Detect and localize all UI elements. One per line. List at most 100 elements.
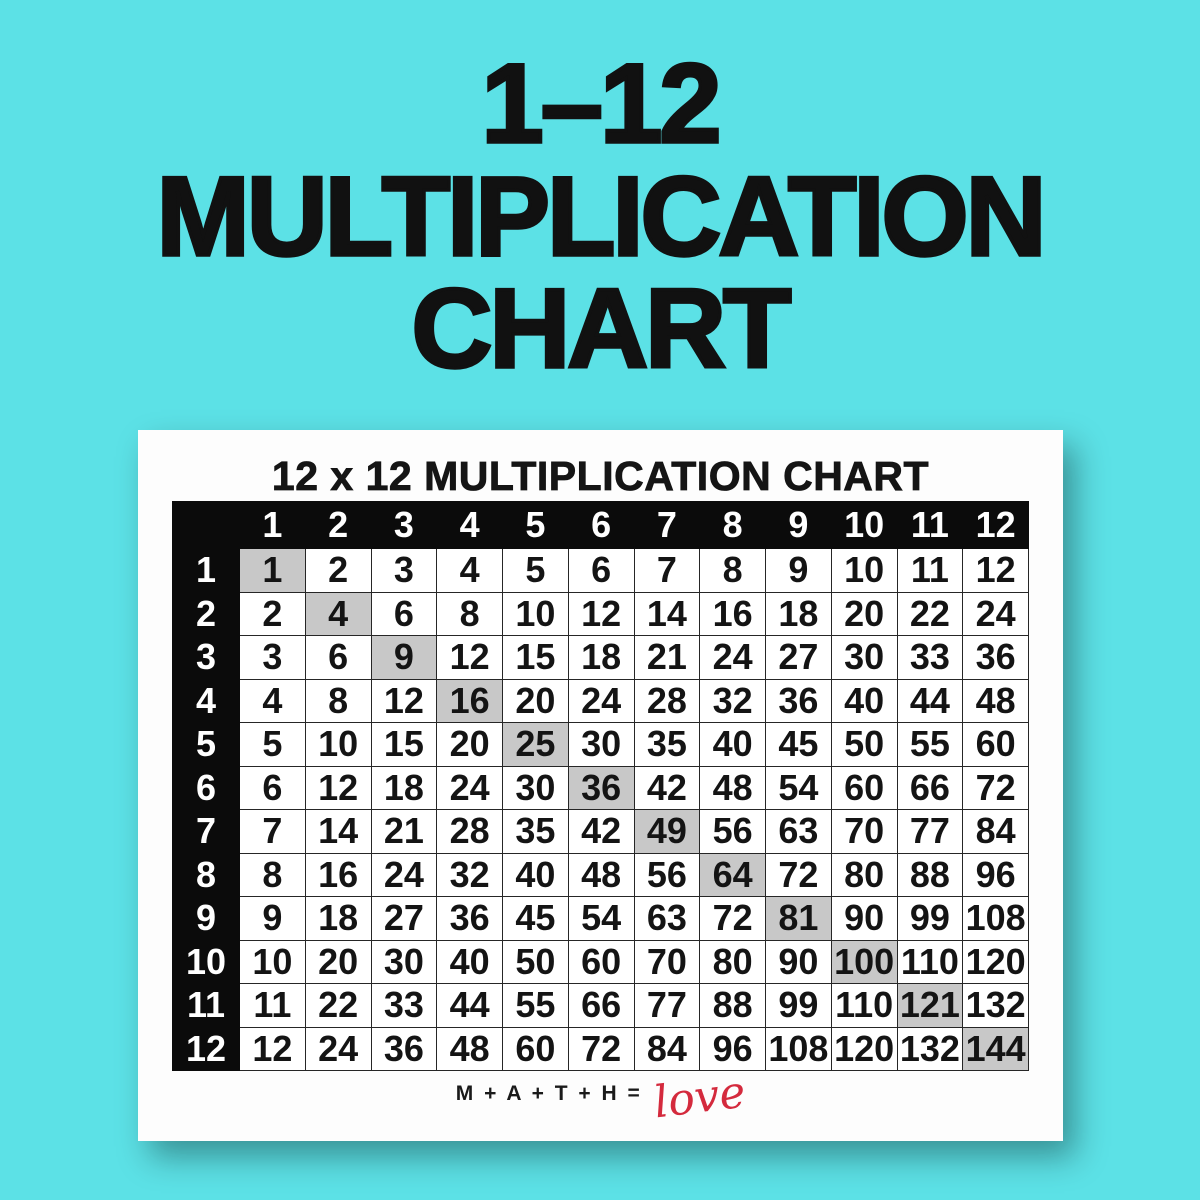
table-cell: 66 bbox=[567, 983, 635, 1028]
table-cell: 80 bbox=[699, 939, 766, 985]
table-cell: 10 bbox=[830, 548, 898, 593]
table-cell: 2 bbox=[239, 591, 306, 637]
table-row: 12 12 24 36 48 60 72 84 96 108 120 132 144 bbox=[172, 1026, 1029, 1072]
footer-text: M + A + T + H = bbox=[455, 1082, 643, 1105]
table-cell: 4 bbox=[436, 548, 503, 593]
table-cell: 110 bbox=[896, 939, 964, 985]
poster-title: 1–12 MULTIPLICATION CHART bbox=[0, 46, 1200, 387]
table-cell: 44 bbox=[436, 983, 503, 1028]
table-cell: 36 bbox=[370, 1026, 438, 1072]
column-header-cell: 9 bbox=[765, 501, 832, 550]
table-cell: 20 bbox=[502, 678, 569, 724]
table-cell: 1 bbox=[239, 548, 306, 593]
table-cell: 18 bbox=[567, 635, 635, 680]
table-row: 4 4 8 12 16 20 24 28 32 36 40 44 48 bbox=[172, 678, 1029, 724]
table-cell: 6 bbox=[304, 635, 372, 680]
table-cell: 27 bbox=[765, 635, 832, 680]
table-cell: 3 bbox=[239, 635, 306, 680]
table-cell: 40 bbox=[830, 678, 898, 724]
table-cell: 54 bbox=[765, 765, 832, 811]
table-cell: 90 bbox=[830, 896, 898, 941]
table-cell: 54 bbox=[567, 896, 635, 941]
table-cell: 33 bbox=[896, 635, 964, 680]
table-cell: 14 bbox=[304, 809, 372, 854]
table-cell: 7 bbox=[633, 548, 701, 593]
table-cell: 24 bbox=[436, 765, 503, 811]
table-cell: 72 bbox=[699, 896, 766, 941]
table-row: 2 2 4 6 8 10 12 14 16 18 20 22 24 bbox=[172, 591, 1029, 637]
column-header-cell: 7 bbox=[633, 501, 701, 550]
row-header-cell: 9 bbox=[172, 896, 240, 941]
table-cell: 48 bbox=[567, 852, 635, 898]
table-cell: 12 bbox=[436, 635, 503, 680]
table-cell: 88 bbox=[699, 983, 766, 1028]
row-header-cell: 2 bbox=[172, 591, 240, 637]
table-cell: 8 bbox=[239, 852, 306, 898]
column-header-cell: 10 bbox=[830, 501, 898, 550]
table-cell: 24 bbox=[699, 635, 766, 680]
table-row: 10 10 20 30 40 50 60 70 80 90 100 110 120 bbox=[172, 939, 1029, 985]
table-cell: 30 bbox=[830, 635, 898, 680]
table-cell: 6 bbox=[567, 548, 635, 593]
table-cell: 24 bbox=[370, 852, 438, 898]
table-cell: 90 bbox=[765, 939, 832, 985]
table-cell: 5 bbox=[239, 722, 306, 767]
table-cell: 55 bbox=[896, 722, 964, 767]
table-cell: 40 bbox=[502, 852, 569, 898]
column-header-cell: 4 bbox=[436, 501, 503, 550]
table-cell: 60 bbox=[502, 1026, 569, 1072]
table-cell: 56 bbox=[699, 809, 766, 854]
table-cell: 72 bbox=[962, 765, 1029, 811]
table-cell: 18 bbox=[370, 765, 438, 811]
table-cell: 9 bbox=[239, 896, 306, 941]
column-header-cell: 1 bbox=[239, 501, 306, 550]
column-header-cell: 2 bbox=[304, 501, 372, 550]
table-cell: 22 bbox=[896, 591, 964, 637]
table-cell: 120 bbox=[830, 1026, 898, 1072]
table-cell: 11 bbox=[896, 548, 964, 593]
table-row: 9 9 18 27 36 45 54 63 72 81 90 99 108 bbox=[172, 896, 1029, 941]
table-cell: 108 bbox=[765, 1026, 832, 1072]
table-cell: 16 bbox=[699, 591, 766, 637]
table-cell: 81 bbox=[765, 896, 832, 941]
table-cell: 11 bbox=[239, 983, 306, 1028]
table-cell: 36 bbox=[567, 765, 635, 811]
table-cell: 21 bbox=[633, 635, 701, 680]
table-cell: 16 bbox=[304, 852, 372, 898]
table-row: 5 5 10 15 20 25 30 35 40 45 50 55 60 bbox=[172, 722, 1029, 767]
table-cell: 50 bbox=[502, 939, 569, 985]
table-cell: 22 bbox=[304, 983, 372, 1028]
row-header-cell: 5 bbox=[172, 722, 240, 767]
table-title: 12 x 12 MULTIPLICATION CHART bbox=[271, 453, 930, 499]
table-cell: 99 bbox=[896, 896, 964, 941]
table-cell: 8 bbox=[304, 678, 372, 724]
table-cell: 32 bbox=[699, 678, 766, 724]
table-cell: 24 bbox=[962, 591, 1029, 637]
table-cell: 77 bbox=[896, 809, 964, 854]
table-cell: 49 bbox=[633, 809, 701, 854]
table-cell: 15 bbox=[370, 722, 438, 767]
corner-cell bbox=[172, 501, 240, 550]
poster-title-line2: MULTIPLICATION bbox=[155, 153, 1049, 279]
table-cell: 35 bbox=[633, 722, 701, 767]
table-cell: 40 bbox=[699, 722, 766, 767]
table-cell: 63 bbox=[765, 809, 832, 854]
table-cell: 35 bbox=[502, 809, 569, 854]
table-cell: 66 bbox=[896, 765, 964, 811]
table-cell: 28 bbox=[436, 809, 503, 854]
table-header-row: 1 2 3 4 5 6 7 8 9 10 11 12 bbox=[172, 501, 1029, 550]
table-cell: 96 bbox=[962, 852, 1029, 898]
table-cell: 132 bbox=[962, 983, 1029, 1028]
table-cell: 20 bbox=[830, 591, 898, 637]
table-cell: 4 bbox=[239, 678, 306, 724]
table-cell: 88 bbox=[896, 852, 964, 898]
table-cell: 21 bbox=[370, 809, 438, 854]
table-cell: 6 bbox=[239, 765, 306, 811]
table-cell: 50 bbox=[830, 722, 898, 767]
table-cell: 84 bbox=[633, 1026, 701, 1072]
table-row: 11 11 22 33 44 55 66 77 88 99 110 121 132 bbox=[172, 983, 1029, 1028]
table-cell: 30 bbox=[567, 722, 635, 767]
column-header-cell: 6 bbox=[567, 501, 635, 550]
table-cell: 14 bbox=[633, 591, 701, 637]
